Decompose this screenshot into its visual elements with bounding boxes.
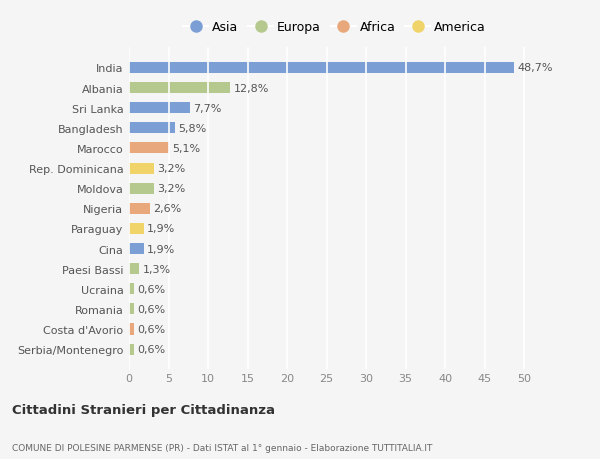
Bar [129,163,154,174]
Bar [129,243,144,255]
Text: 1,9%: 1,9% [147,244,175,254]
Legend: Asia, Europa, Africa, America: Asia, Europa, Africa, America [179,17,490,38]
Bar [129,203,149,214]
Text: 2,6%: 2,6% [153,204,181,214]
Text: 0,6%: 0,6% [137,284,165,294]
Text: 5,8%: 5,8% [178,123,206,134]
Text: 1,3%: 1,3% [142,264,170,274]
Text: 48,7%: 48,7% [517,63,553,73]
Bar [129,63,514,74]
Bar [129,183,154,194]
Text: 0,6%: 0,6% [137,344,165,354]
Bar [129,304,134,315]
Bar [129,143,169,154]
Bar [129,344,134,355]
Bar [129,224,144,235]
Text: COMUNE DI POLESINE PARMENSE (PR) - Dati ISTAT al 1° gennaio - Elaborazione TUTTI: COMUNE DI POLESINE PARMENSE (PR) - Dati … [12,443,433,452]
Text: 1,9%: 1,9% [147,224,175,234]
Text: 0,6%: 0,6% [137,325,165,334]
Text: 12,8%: 12,8% [233,84,269,93]
Bar [129,83,230,94]
Bar [129,123,175,134]
Bar [129,103,190,114]
Text: 0,6%: 0,6% [137,304,165,314]
Text: 5,1%: 5,1% [172,144,200,154]
Bar [129,284,134,295]
Bar [129,324,134,335]
Text: Cittadini Stranieri per Cittadinanza: Cittadini Stranieri per Cittadinanza [12,403,275,416]
Text: 3,2%: 3,2% [157,184,186,194]
Bar [129,263,139,274]
Text: 3,2%: 3,2% [157,164,186,174]
Text: 7,7%: 7,7% [193,103,221,113]
